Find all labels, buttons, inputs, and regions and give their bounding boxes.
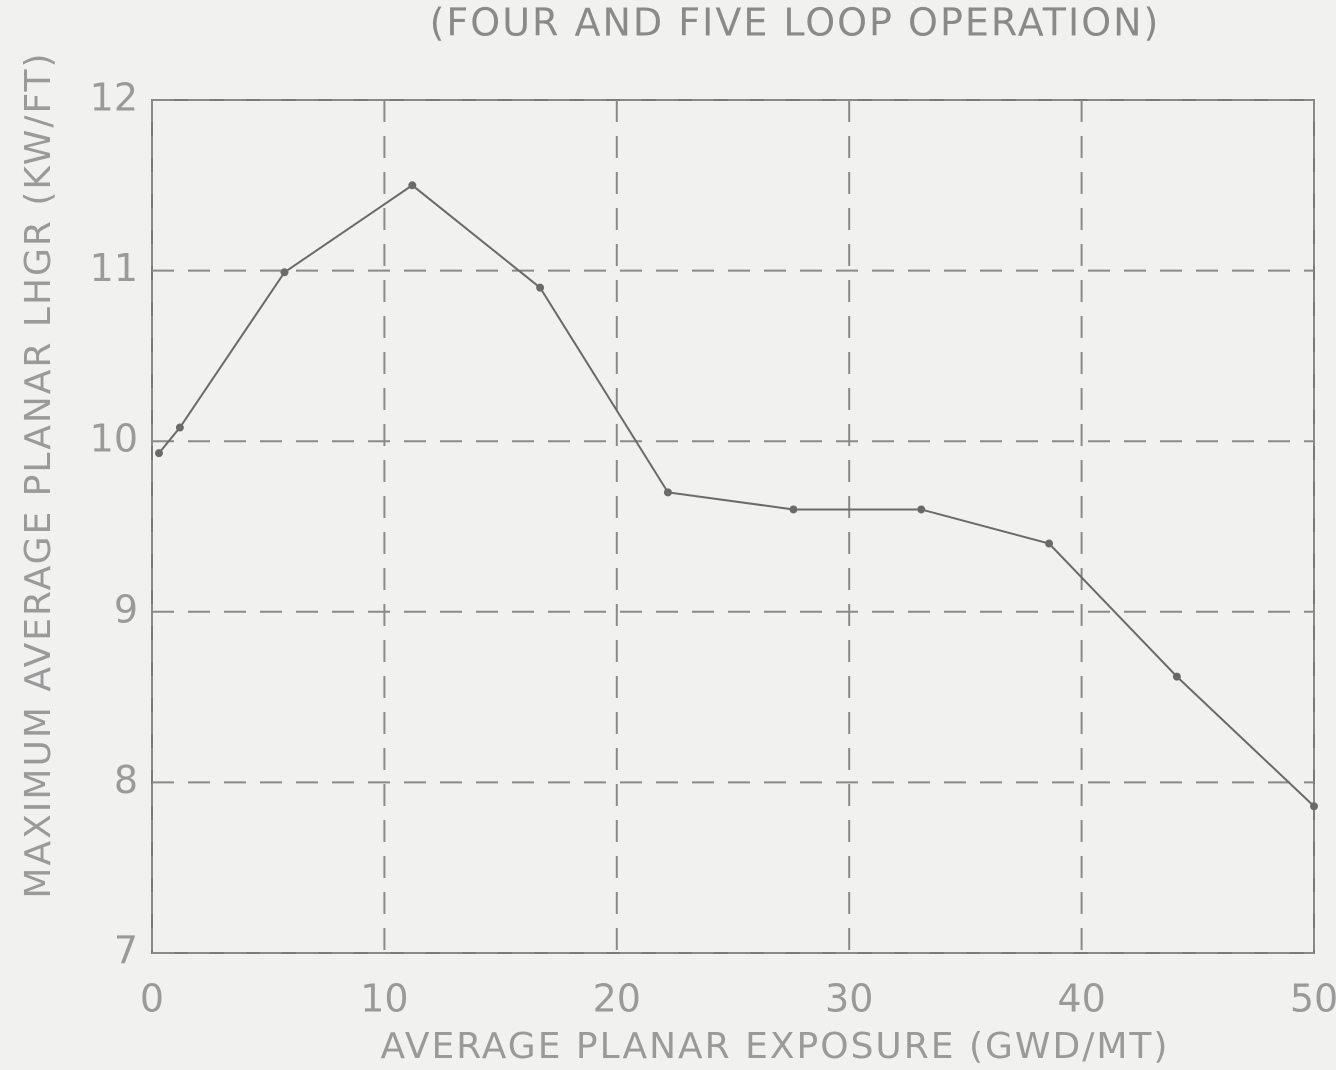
y-axis-label: MAXIMUM AVERAGE PLANAR LHGR (KW/FT): [18, 51, 59, 898]
data-point: [536, 283, 545, 292]
x-tick-label: 0: [140, 977, 164, 1021]
data-point: [1172, 672, 1181, 681]
y-tick-label: 9: [114, 587, 138, 631]
chart-title: (FOUR AND FIVE LOOP OPERATION): [430, 1, 1161, 45]
plot-frame: [151, 99, 1315, 954]
x-tick-label: 10: [360, 977, 408, 1021]
x-axis-label: AVERAGE PLANAR EXPOSURE (GWD/MT): [381, 1026, 1170, 1067]
data-line: [158, 184, 1315, 808]
x-tick-label: 20: [593, 977, 641, 1021]
data-point: [917, 505, 926, 514]
y-tick-label: 7: [114, 929, 138, 973]
data-point: [280, 268, 289, 277]
data-point: [408, 181, 417, 190]
x-tick-label: 30: [825, 977, 873, 1021]
data-point: [789, 505, 798, 514]
data-point: [1310, 802, 1318, 811]
data-point: [1045, 539, 1054, 548]
x-tick-label: 50: [1290, 977, 1336, 1021]
x-tick-label: 40: [1057, 977, 1105, 1021]
data-point: [154, 449, 163, 458]
y-tick-label: 10: [90, 417, 138, 461]
y-tick-label: 8: [114, 758, 138, 802]
data-point: [663, 488, 672, 497]
y-tick-label: 12: [90, 76, 138, 120]
data-point: [175, 423, 184, 432]
y-tick-label: 11: [90, 246, 138, 290]
